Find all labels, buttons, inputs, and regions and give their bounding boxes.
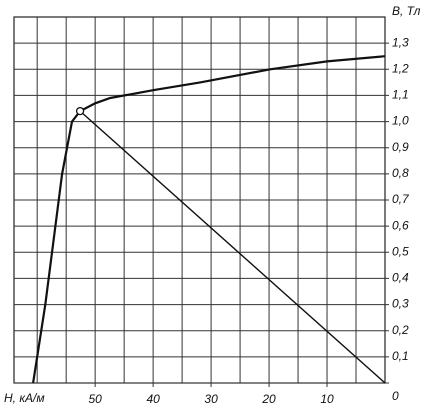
y-tick-label: 0,7 (392, 192, 410, 206)
x-tick-label: 10 (320, 392, 334, 406)
y-tick-label: 0,4 (392, 271, 409, 285)
x-tick-label: 20 (261, 392, 276, 406)
x-tick-label: 40 (146, 392, 160, 406)
y-tick-label: 0,9 (392, 140, 409, 154)
y-tick-label: 0 (392, 389, 399, 403)
y-tick-label: 1,1 (392, 88, 409, 102)
y-tick-label: 1,2 (392, 61, 409, 75)
y-tick-label: 1,0 (392, 114, 409, 128)
x-tick-label: 30 (204, 392, 218, 406)
y-tick-label: 0,3 (392, 297, 409, 311)
y-tick-label: 0,6 (392, 218, 409, 232)
y-tick-label: 0,8 (392, 166, 409, 180)
y-tick-label: 0,2 (392, 323, 409, 337)
y-axis-label: B, Тл (392, 4, 421, 18)
curve (32, 55, 386, 384)
x-tick-label: 50 (88, 392, 102, 406)
operating-point (75, 106, 85, 116)
y-tick-label: 0,1 (392, 349, 409, 363)
x-axis-label: H, кА/м (4, 391, 45, 405)
y-tick-label: 0,5 (392, 244, 409, 258)
curve (79, 110, 386, 384)
y-tick-label: 1,3 (392, 35, 409, 49)
